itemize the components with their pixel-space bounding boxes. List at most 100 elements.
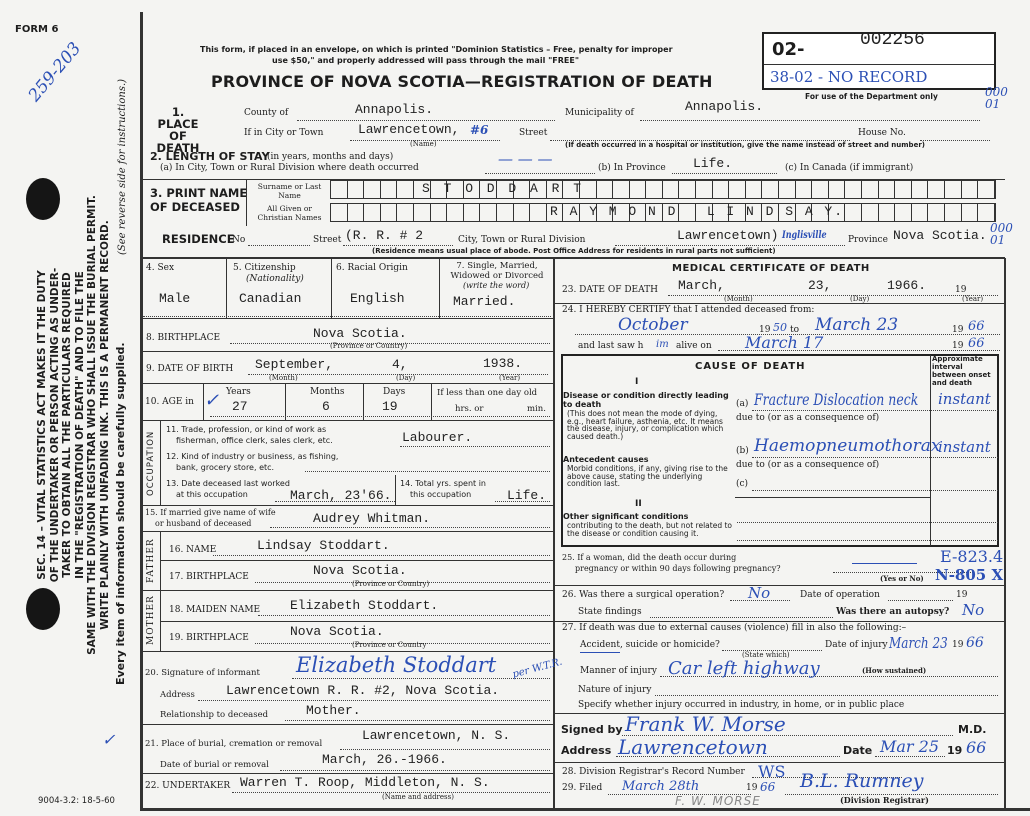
reg-note: 38-02 - NO RECORD (770, 68, 928, 86)
column-divider (553, 258, 555, 808)
divider (764, 64, 994, 65)
direct-cause-note: (This does not mean the mode of dying, e… (567, 409, 724, 441)
md-label: M.D. (958, 723, 987, 736)
death-year: 1966. (887, 278, 927, 293)
divider (141, 420, 553, 421)
municipality-label: Municipality of (565, 108, 634, 118)
due-to-label: due to (or as a consequence of) (736, 460, 880, 470)
city-value: Lawrencetown, (358, 122, 460, 137)
injury-location-label: Specify whether injury occurred in indus… (578, 700, 905, 710)
dotted-line (718, 350, 1000, 351)
every-item-note: Every item of information should be care… (114, 342, 127, 685)
residence-city-label: City, Town or Rural Division (458, 235, 586, 245)
year-prefix: 19 (952, 341, 964, 351)
cause-a-value: Fracture Dislocation neck (754, 390, 919, 409)
divider (160, 421, 161, 505)
surgical-operation-label: 26. Was there a surgical operation? (562, 590, 725, 600)
divider (554, 303, 1004, 304)
statute-line: TAKER TO OBTAIN ALL THE PARTICULARS REQU… (61, 272, 73, 578)
dotted-line (737, 522, 998, 523)
divider (141, 724, 553, 725)
father-birthplace-value: Nova Scotia. (313, 563, 407, 578)
industry-label: 12. Kind of industry or business, as fis… (166, 451, 338, 473)
division-registrar-caption: (Division Registrar) (840, 795, 929, 805)
dotted-line (248, 374, 548, 375)
dept-only: For use of the Department only (805, 92, 938, 101)
mother-birthplace-value: Nova Scotia. (290, 624, 384, 639)
antecedent-note: Morbid conditions, if any, giving rise t… (567, 464, 728, 488)
stay-canada-label: (c) In Canada (if immigrant) (785, 163, 914, 173)
informant-signature-label: 20. Signature of informant (145, 668, 260, 678)
less-than-day-label: If less than one day old (437, 388, 538, 398)
divider (141, 590, 553, 591)
city-label: If in City or Town (244, 128, 324, 138)
stay-province-value: Life. (693, 156, 733, 171)
last-worked-label: 13. Date deceased last worked at this occ… (166, 478, 290, 500)
residence-province-value: Nova Scotia. (893, 228, 987, 243)
part-one-label: I (635, 377, 639, 387)
residence-city-handwritten: Inglisville (782, 230, 827, 241)
divider (930, 355, 931, 546)
mother-birthplace-label: 19. BIRTHPLACE (169, 633, 249, 643)
statute-line: SEC. 14 – VITAL STATISTICS ACT MAKES IT … (36, 270, 48, 580)
state-which-caption: (State which) (742, 651, 790, 659)
mail-notice: This form, if placed in an envelope, on … (200, 45, 673, 54)
label-line: 14. Total yrs. spent in (400, 479, 486, 488)
dotted-line (210, 416, 550, 417)
divider (141, 651, 553, 652)
divider (203, 384, 204, 420)
form-border-bottom (140, 808, 1030, 811)
cause-b-interval: instant (938, 438, 991, 456)
informant-address-value: Lawrencetown R. R. #2, Nova Scotia. (226, 683, 500, 698)
month-caption: (Month) (724, 295, 753, 303)
father-birthplace-caption: (Province or Country) (352, 580, 430, 588)
year-prefix: 19 (956, 590, 968, 600)
dotted-line (270, 527, 550, 528)
print-code: 9004-3.2: 18-5-60 (38, 796, 115, 806)
dotted-line (668, 295, 998, 296)
dotted-line (485, 173, 595, 174)
dotted-line (258, 615, 550, 616)
dotted-line (785, 794, 998, 795)
autopsy-label: Was there an autopsy? (836, 607, 950, 617)
external-causes-label: 27. If death was due to external causes … (562, 623, 907, 633)
medical-certificate-title: MEDICAL CERTIFICATE OF DEATH (672, 263, 870, 274)
dob-year: 1938. (483, 356, 523, 371)
county-label: County of (244, 108, 289, 118)
months-value: 6 (322, 399, 330, 414)
record-number-label: 28. Division Registrar's Record Number (562, 767, 745, 777)
divider (395, 475, 396, 505)
residence-street-value: (R. R. # 2 (345, 228, 424, 243)
statute-line: SAME WITH THE DIVISION REGISTRAR WHO SHA… (86, 195, 98, 655)
trade-label: 11. Trade, profession, or kind of work a… (166, 424, 333, 446)
handwritten-reference: 259-203 (24, 38, 86, 106)
days-value: 19 (382, 399, 398, 414)
month-caption: (Month) (269, 374, 298, 382)
dob-day: 4, (392, 357, 408, 372)
interval-header: Approximate interval between onset and d… (932, 355, 991, 387)
label-line: 3. PRINT NAME (150, 186, 248, 200)
form-title: PROVINCE OF NOVA SCOTIA—REGISTRATION OF … (211, 72, 713, 91)
undertaker-caption: (Name and address) (382, 793, 454, 801)
antecedent-title: Antecedent causes (563, 455, 649, 464)
signed-date: Mar 25 (880, 737, 940, 756)
sex-value: Male (159, 291, 191, 306)
divider (141, 257, 1005, 259)
burial-date-label: Date of burial or removal (160, 760, 269, 770)
marital-label: 7. Single, Married, Widowed or Divorced (450, 261, 544, 281)
last-saw-him: im (656, 339, 669, 350)
spouse-value: Audrey Whitman. (313, 511, 431, 526)
total-years-label: 14. Total yrs. spent in this occupation (400, 478, 486, 500)
dotted-line (655, 695, 998, 696)
label-line: or husband of deceased (155, 519, 252, 528)
cause-b-label: (b) (736, 446, 749, 456)
stay-city-label: (a) In City, Town or Rural Division wher… (160, 163, 419, 173)
dotted-line (650, 617, 833, 618)
mother-side-label: MOTHER (146, 595, 156, 645)
hrs-label: hrs. or (455, 404, 484, 414)
how-sustained-caption: (How sustained) (862, 666, 927, 675)
dotted-line (920, 140, 990, 141)
other-conditions-title: Other significant conditions (563, 512, 689, 521)
undertaker-value: Warren T. Roop, Middleton, N. S. (240, 775, 490, 790)
dotted-line (752, 457, 998, 458)
